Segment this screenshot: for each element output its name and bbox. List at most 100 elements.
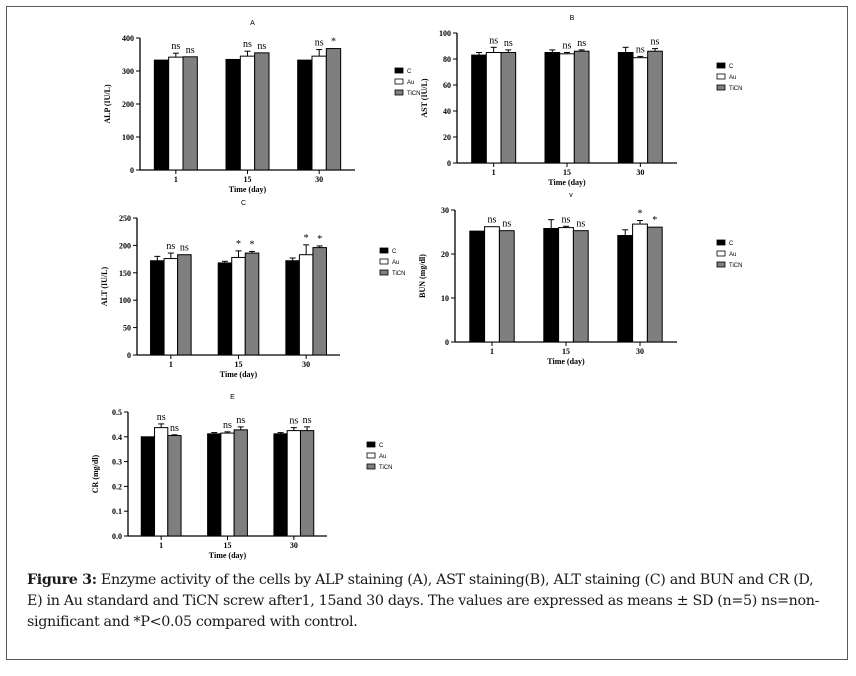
legend-swatch-c	[379, 247, 389, 254]
x-tick-label: 30	[302, 360, 310, 369]
y-tick-label: 20	[443, 133, 451, 142]
y-tick-label: 80	[443, 55, 451, 64]
legend-swatch-au	[394, 78, 404, 85]
significance-label: ns	[223, 420, 232, 431]
significance-label: *	[652, 215, 657, 226]
significance-label: ns	[489, 35, 498, 46]
legend-label: TiCN	[392, 271, 405, 277]
bar-c	[207, 433, 222, 537]
significance-label: *	[250, 239, 255, 250]
significance-label: ns	[488, 215, 497, 226]
legend-label: TiCN	[729, 86, 742, 92]
significance-label: ns	[563, 41, 572, 52]
legend-swatch-ticn	[366, 463, 376, 470]
chart-title: C	[241, 200, 246, 207]
legend-label: TiCN	[379, 465, 392, 471]
legend-swatch-c	[394, 67, 404, 74]
x-tick-label: 15	[563, 168, 571, 177]
bar-au	[220, 432, 235, 537]
x-tick-label: 15	[562, 347, 570, 356]
y-tick-label: 0	[447, 159, 451, 168]
bar-ticn	[167, 435, 182, 537]
significance-label: ns	[289, 416, 298, 427]
significance-label: *	[304, 233, 309, 244]
figure-caption: Figure 3: Enzyme activity of the cells b…	[27, 570, 827, 633]
bar-ticn	[177, 254, 192, 356]
significance-label: ns	[166, 241, 175, 252]
significance-label: ns	[243, 39, 252, 50]
y-tick-label: 0.3	[112, 458, 122, 467]
significance-label: ns	[157, 412, 166, 423]
bar-ticn	[299, 430, 315, 537]
chart-panel-d: v 0 10 20 30 BUN (mg/dl) Time (day) 1 ns ns 15 ns ns…	[418, 192, 742, 366]
x-axis-label: Time (day)	[209, 551, 247, 560]
significance-label: ns	[651, 37, 660, 48]
x-tick-label: 15	[244, 175, 252, 184]
legend-swatch-c	[366, 441, 376, 448]
x-axis-label: Time (day)	[229, 185, 267, 194]
y-tick-label: 40	[443, 107, 451, 116]
legend-swatch-au	[716, 250, 726, 257]
legend-swatch-c	[716, 62, 726, 69]
legend-swatch-au	[379, 258, 389, 265]
bar-c	[273, 433, 288, 537]
bar-au	[154, 427, 169, 537]
y-tick-label: 0.5	[112, 408, 122, 417]
y-tick-label: 20	[441, 250, 449, 259]
chart-panel-a: A 0 100 200 300 400 ALP (IU/L) Time (day) 1 ns ns 1…	[103, 20, 420, 194]
x-axis-label: Time (day)	[548, 178, 586, 187]
chart-title: B	[570, 15, 575, 22]
x-tick-label: 1	[159, 541, 163, 550]
y-tick-label: 400	[122, 34, 134, 43]
y-tick-label: 200	[122, 100, 134, 109]
significance-label: *	[331, 37, 336, 48]
significance-label: ns	[180, 243, 189, 254]
significance-label: ns	[636, 44, 645, 55]
legend-label: Au	[729, 75, 736, 81]
legend-swatch-au	[716, 73, 726, 80]
y-axis-label: BUN (mg/dl)	[418, 254, 427, 298]
legend-label: Au	[729, 252, 736, 258]
significance-label: ns	[504, 38, 513, 49]
y-axis-label: CR (mg/dl)	[91, 454, 100, 493]
significance-label: ns	[171, 41, 180, 52]
bar-ticn	[182, 56, 198, 171]
y-tick-label: 200	[119, 241, 131, 250]
significance-label: *	[317, 234, 322, 245]
legend-swatch-ticn	[716, 261, 726, 268]
legend-label: Au	[407, 80, 414, 86]
significance-label: ns	[257, 41, 266, 52]
bar-c	[140, 436, 156, 537]
y-tick-label: 150	[119, 269, 131, 278]
y-axis-label: ALP (IU/L)	[103, 84, 112, 124]
significance-label: *	[638, 209, 643, 220]
figure-frame	[6, 6, 848, 660]
significance-label: ns	[562, 214, 571, 225]
chart-panel-c: C 0 50 100 150 200 250 ALT (IU/L) Time (day) 1 ns n…	[100, 200, 405, 379]
bar-ticn	[498, 230, 515, 343]
y-tick-label: 0.4	[112, 433, 122, 442]
x-tick-label: 1	[174, 175, 178, 184]
bar-au	[286, 430, 301, 537]
bar-ticn	[325, 48, 342, 171]
y-tick-label: 60	[443, 81, 451, 90]
legend-swatch-ticn	[379, 269, 389, 276]
legend-label: Au	[392, 260, 399, 266]
bar-ticn	[646, 226, 663, 343]
significance-label: ns	[502, 219, 511, 230]
x-axis-label: Time (day)	[220, 370, 258, 379]
legend-label: C	[407, 69, 412, 75]
significance-label: ns	[236, 415, 245, 426]
y-tick-label: 50	[123, 324, 131, 333]
y-tick-label: 0.1	[112, 507, 122, 516]
legend-swatch-c	[716, 239, 726, 246]
legend-label: C	[729, 241, 734, 247]
chart-panel-e: E 0.0 0.1 0.2 0.3 0.4 0.5 CR (mg/dl) Time (day) 1…	[91, 394, 392, 560]
x-tick-label: 30	[636, 168, 644, 177]
bar-ticn	[254, 52, 270, 171]
chart-title: E	[230, 394, 235, 401]
x-tick-label: 1	[169, 360, 173, 369]
